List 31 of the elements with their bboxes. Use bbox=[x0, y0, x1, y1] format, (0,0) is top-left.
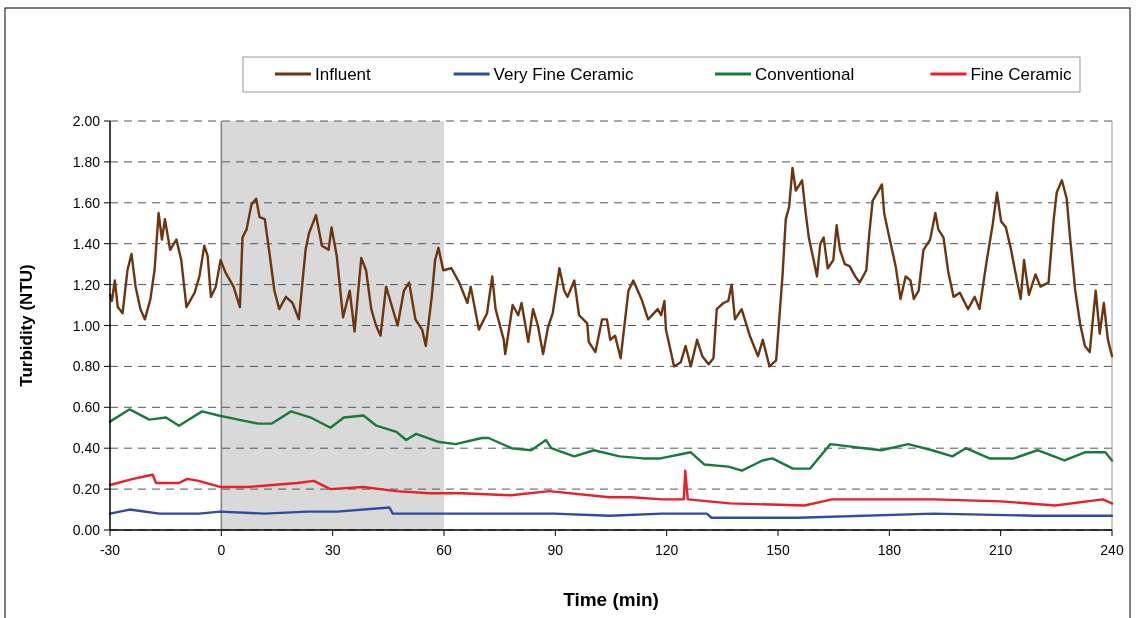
x-axis-title: Time (min) bbox=[563, 589, 659, 610]
legend-label: Fine Ceramic bbox=[970, 65, 1072, 84]
x-tick-label: 30 bbox=[324, 542, 341, 558]
y-tick-label: 1.40 bbox=[72, 235, 101, 252]
x-tick-label: 180 bbox=[877, 542, 902, 558]
y-tick-label: 1.00 bbox=[72, 317, 101, 334]
x-tick-label: 240 bbox=[1100, 542, 1124, 558]
x-tick-label: 150 bbox=[766, 542, 790, 558]
line-series bbox=[108, 469, 1114, 507]
line-series bbox=[108, 506, 1114, 519]
x-tick-label: 0 bbox=[217, 542, 226, 558]
x-tick-label: 120 bbox=[654, 542, 679, 558]
x-tick-label: -30 bbox=[99, 542, 121, 558]
y-tick-label: 1.60 bbox=[72, 194, 101, 211]
y-tick-label: 0.00 bbox=[72, 522, 101, 538]
y-tick-label: 1.20 bbox=[72, 276, 101, 293]
line-series bbox=[108, 408, 1114, 472]
line-series bbox=[108, 166, 1114, 368]
y-tick-label: 1.80 bbox=[72, 153, 101, 170]
x-tick-label: 90 bbox=[547, 542, 564, 558]
y-tick-label: 2.00 bbox=[72, 113, 101, 129]
legend-label: Influent bbox=[315, 65, 372, 84]
x-tick-label: 60 bbox=[436, 542, 452, 558]
y-axis-title: Turbidity (NTU) bbox=[17, 264, 36, 387]
y-tick-label: 0.60 bbox=[72, 399, 101, 416]
y-tick-label: 0.80 bbox=[72, 358, 101, 375]
y-tick-label: 0.40 bbox=[72, 440, 101, 457]
x-tick-label: 210 bbox=[988, 542, 1013, 558]
legend-label: Conventional bbox=[755, 65, 855, 84]
legend-label: Very Fine Ceramic bbox=[493, 65, 634, 84]
y-tick-label: 0.20 bbox=[72, 481, 101, 498]
